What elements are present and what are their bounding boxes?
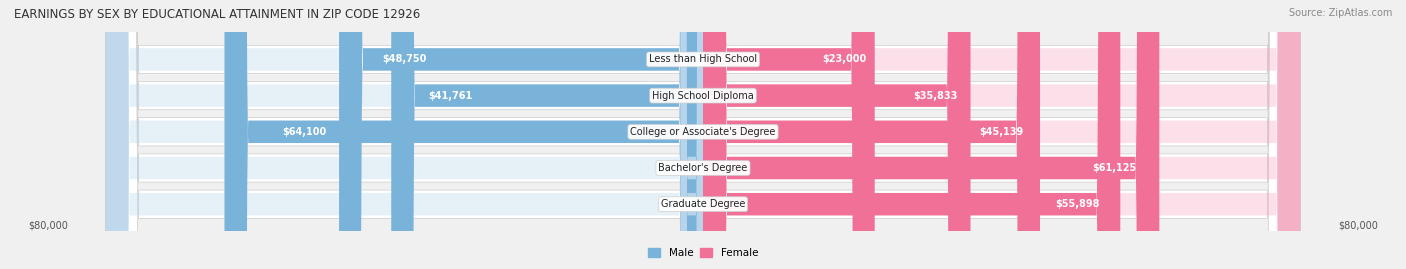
FancyBboxPatch shape (225, 0, 703, 269)
FancyBboxPatch shape (703, 0, 1301, 269)
Text: High School Diploma: High School Diploma (652, 91, 754, 101)
Text: $61,125: $61,125 (1092, 163, 1136, 173)
FancyBboxPatch shape (105, 0, 703, 269)
FancyBboxPatch shape (703, 0, 1301, 269)
Text: $80,000: $80,000 (1339, 220, 1378, 230)
FancyBboxPatch shape (703, 0, 1160, 269)
Legend: Male, Female: Male, Female (644, 244, 762, 262)
Text: $45,139: $45,139 (979, 127, 1024, 137)
FancyBboxPatch shape (105, 0, 703, 269)
FancyBboxPatch shape (105, 0, 1301, 269)
FancyBboxPatch shape (105, 0, 1301, 269)
Text: Bachelor's Degree: Bachelor's Degree (658, 163, 748, 173)
FancyBboxPatch shape (703, 0, 1301, 269)
FancyBboxPatch shape (703, 0, 970, 269)
Text: $0: $0 (665, 163, 676, 173)
Text: $41,761: $41,761 (429, 91, 472, 101)
Text: $64,100: $64,100 (281, 127, 326, 137)
FancyBboxPatch shape (105, 0, 1301, 269)
FancyBboxPatch shape (105, 0, 703, 269)
FancyBboxPatch shape (105, 0, 1301, 269)
Text: $48,750: $48,750 (382, 54, 427, 64)
FancyBboxPatch shape (681, 0, 703, 269)
FancyBboxPatch shape (105, 0, 703, 269)
FancyBboxPatch shape (703, 0, 1301, 269)
Text: Source: ZipAtlas.com: Source: ZipAtlas.com (1288, 8, 1392, 18)
FancyBboxPatch shape (391, 0, 703, 269)
FancyBboxPatch shape (703, 0, 1040, 269)
Text: $80,000: $80,000 (28, 220, 67, 230)
Text: $55,898: $55,898 (1054, 199, 1099, 209)
Text: EARNINGS BY SEX BY EDUCATIONAL ATTAINMENT IN ZIP CODE 12926: EARNINGS BY SEX BY EDUCATIONAL ATTAINMEN… (14, 8, 420, 21)
Text: Less than High School: Less than High School (650, 54, 756, 64)
FancyBboxPatch shape (703, 0, 1121, 269)
FancyBboxPatch shape (105, 0, 703, 269)
Text: $23,000: $23,000 (823, 54, 866, 64)
FancyBboxPatch shape (339, 0, 703, 269)
FancyBboxPatch shape (703, 0, 1301, 269)
FancyBboxPatch shape (681, 0, 703, 269)
FancyBboxPatch shape (703, 0, 875, 269)
FancyBboxPatch shape (105, 0, 1301, 269)
Text: Graduate Degree: Graduate Degree (661, 199, 745, 209)
Text: $35,833: $35,833 (912, 91, 957, 101)
Text: College or Associate's Degree: College or Associate's Degree (630, 127, 776, 137)
Text: $0: $0 (665, 199, 676, 209)
